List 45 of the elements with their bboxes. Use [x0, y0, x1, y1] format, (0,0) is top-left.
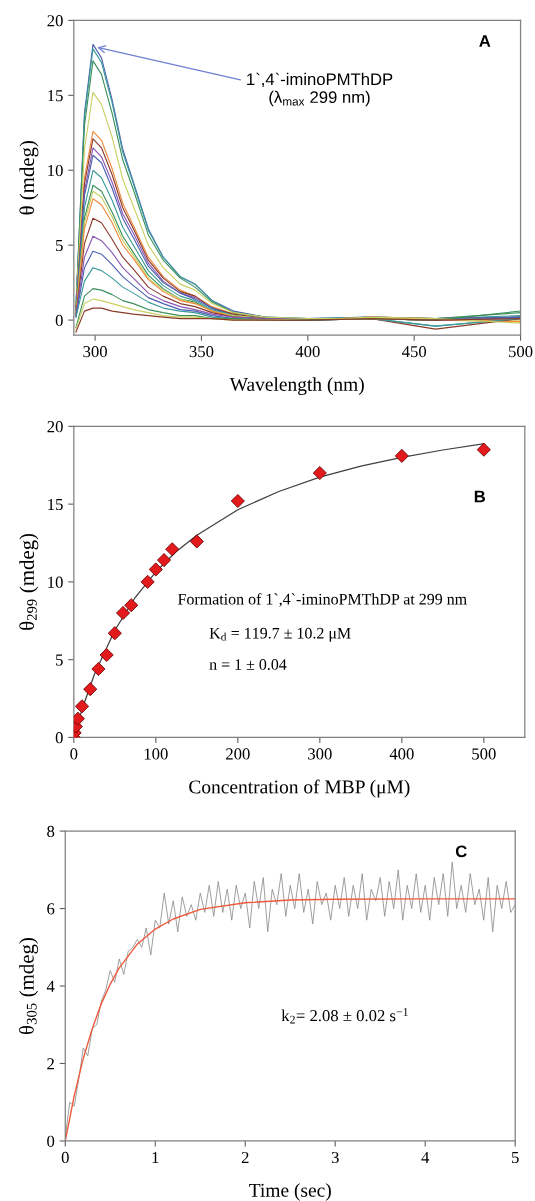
x-tick-label: 0 [70, 748, 78, 760]
y-tick-label: 20 [47, 15, 63, 27]
y-tick-label: 15 [48, 498, 63, 511]
x-tick-label: 5 [512, 1152, 519, 1164]
y-tick-label: 0 [55, 732, 63, 744]
x-tick-label: 2 [241, 1151, 249, 1163]
x-tick-label: 350 [189, 345, 214, 358]
annotation: Formation of 1`,4`-iminoPMThDP at 299 nm [178, 593, 467, 607]
x-tick-label: 400 [389, 748, 414, 760]
x-tick-label: 400 [295, 345, 320, 358]
x-tick-label: 1 [152, 1151, 159, 1163]
y-tick-label: 10 [48, 164, 63, 177]
y-tick-label: 4 [46, 980, 55, 992]
x-tick-label: 4 [421, 1151, 430, 1163]
x-tick-label: 500 [472, 748, 496, 760]
y-axis-title: θ$_{299}$ (mdeg) [19, 533, 39, 630]
annotation: k$_{2}$= 2.08 ± 0.02 s$^{−1}$ [281, 1008, 408, 1024]
y-tick-label: 8 [47, 825, 55, 838]
y-tick-label: 0 [47, 1135, 55, 1147]
annotation: A [479, 35, 491, 47]
x-tick-label: 100 [144, 748, 168, 760]
x-tick-label: 200 [226, 748, 250, 760]
y-tick-label: 10 [48, 576, 63, 588]
y-tick-label: 2 [47, 1058, 54, 1070]
y-tick-label: 15 [48, 90, 63, 102]
annotation: 1`,4`-iminoPMThDP (λ$_{max}$ 299 nm) [247, 72, 393, 107]
y-tick-label: 5 [56, 240, 63, 252]
annotation: C [455, 845, 467, 858]
y-tick-label: 0 [55, 314, 63, 327]
annotation: K$_{d}$ = 119.7 ± 10.2 μM [209, 627, 351, 642]
x-axis-title: Wavelength (nm) [229, 377, 364, 395]
x-tick-label: 300 [83, 345, 107, 358]
y-tick-label: 5 [56, 654, 63, 666]
x-tick-label: 3 [331, 1151, 339, 1164]
annotation: B [474, 490, 485, 503]
y-axis-title: θ$_{305}$ (mdeg) [19, 938, 39, 1034]
x-tick-label: 300 [308, 748, 332, 760]
y-tick-label: 6 [47, 903, 55, 915]
x-tick-label: 450 [402, 345, 427, 358]
annotation: n = 1 ± 0.04 [209, 659, 287, 670]
x-tick-label: 500 [509, 345, 533, 358]
x-axis-title: Concentration of MBP (μM) [189, 779, 410, 798]
y-tick-label: 20 [47, 421, 63, 433]
x-axis-title: Time (sec) [249, 1183, 331, 1201]
y-axis-title: θ (mdeg) [19, 140, 39, 215]
